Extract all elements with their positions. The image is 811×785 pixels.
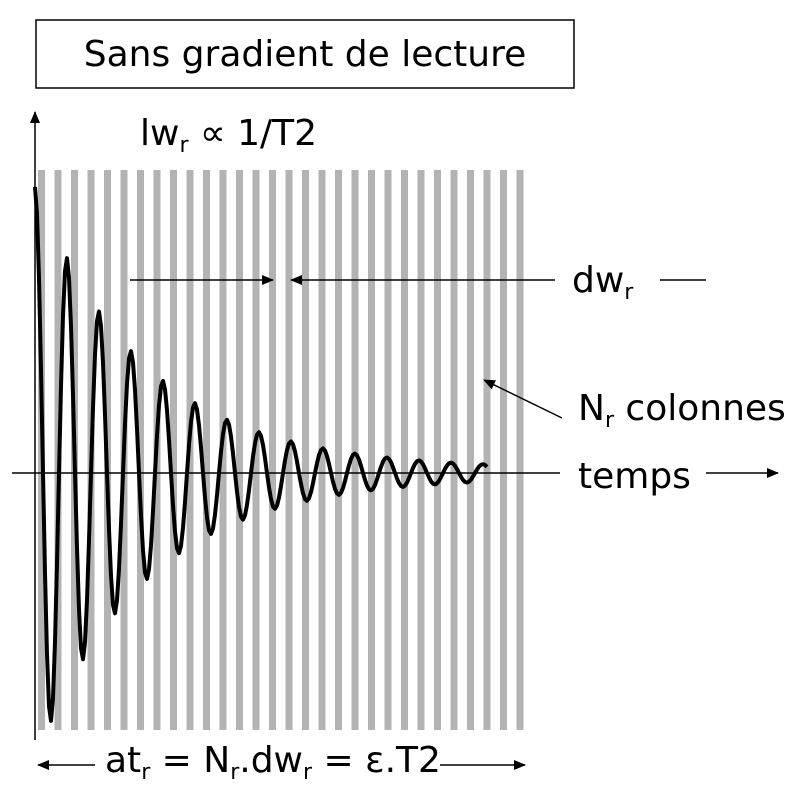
column-stripe [467, 170, 474, 730]
title: Sans gradient de lecture [84, 34, 527, 75]
column-stripe [417, 170, 425, 730]
column-stripe [384, 170, 392, 730]
time-label: temps [578, 456, 691, 497]
columns-arrow [483, 379, 563, 419]
column-stripe [500, 170, 507, 730]
linewidth-label: lwr ∝ 1/T2 [140, 113, 317, 158]
column-stripes [38, 170, 524, 730]
column-stripe [236, 170, 243, 730]
column-stripe [170, 170, 177, 730]
column-stripe [302, 170, 309, 730]
column-stripe [434, 170, 441, 730]
column-stripe [368, 170, 375, 730]
column-stripe [483, 170, 491, 730]
column-stripe [137, 170, 144, 730]
equation: atr = Nr.dwr = ε.T2 [105, 740, 441, 785]
column-stripe [269, 170, 276, 730]
column-stripe [450, 170, 458, 730]
column-stripe [516, 170, 524, 730]
column-stripe [203, 170, 210, 730]
column-stripe [351, 170, 359, 730]
columns-label: Nr colonnes [578, 388, 786, 433]
column-stripe [335, 170, 342, 730]
spacing-label: dwr [572, 260, 634, 305]
signal [33, 186, 489, 723]
column-stripe [401, 170, 408, 730]
title-box [35, 19, 575, 89]
